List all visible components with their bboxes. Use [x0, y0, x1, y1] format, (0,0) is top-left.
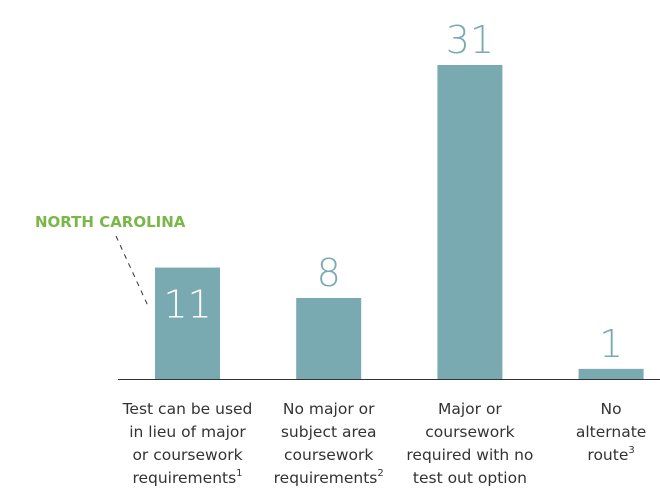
footnote-mark: 3: [628, 445, 634, 456]
label-line: Test can be used: [122, 400, 253, 418]
label-line: coursework: [284, 446, 373, 464]
x-tick-label: No major or subject area coursework require…: [274, 400, 384, 487]
bar: [155, 267, 220, 379]
x-tick-label: Major or coursework required with no test o…: [406, 400, 533, 487]
label-line: requirements: [132, 469, 236, 487]
label-line: No major or: [283, 400, 375, 418]
bar: [296, 297, 362, 379]
bar: [437, 65, 503, 379]
annotation-pointer: [115, 235, 149, 307]
footnote-mark: 1: [236, 468, 242, 479]
value-label: 8: [317, 251, 341, 295]
label-line: requirements: [274, 469, 378, 487]
footnote-mark: 2: [377, 468, 383, 479]
value-label: 1: [599, 322, 623, 366]
label-line: alternate: [576, 423, 646, 441]
label-line: No: [601, 400, 622, 418]
x-tick-label: No alternate route3: [576, 400, 646, 464]
label-line: or coursework: [132, 446, 242, 464]
value-label: 11: [163, 283, 211, 327]
label-line: in lieu of major: [129, 423, 246, 441]
label-line: route: [587, 446, 628, 464]
label-line: Major or: [438, 400, 502, 418]
label-line: coursework: [425, 423, 514, 441]
bar: [578, 368, 644, 379]
value-label: 31: [446, 18, 494, 62]
label-line: subject area: [281, 423, 377, 441]
label-line: required with no: [406, 446, 533, 464]
label-line: test out option: [413, 469, 527, 487]
x-tick-label: Test can be used in lieu of major or cours…: [122, 400, 253, 487]
annotation: NORTH CAROLINA: [35, 213, 186, 231]
